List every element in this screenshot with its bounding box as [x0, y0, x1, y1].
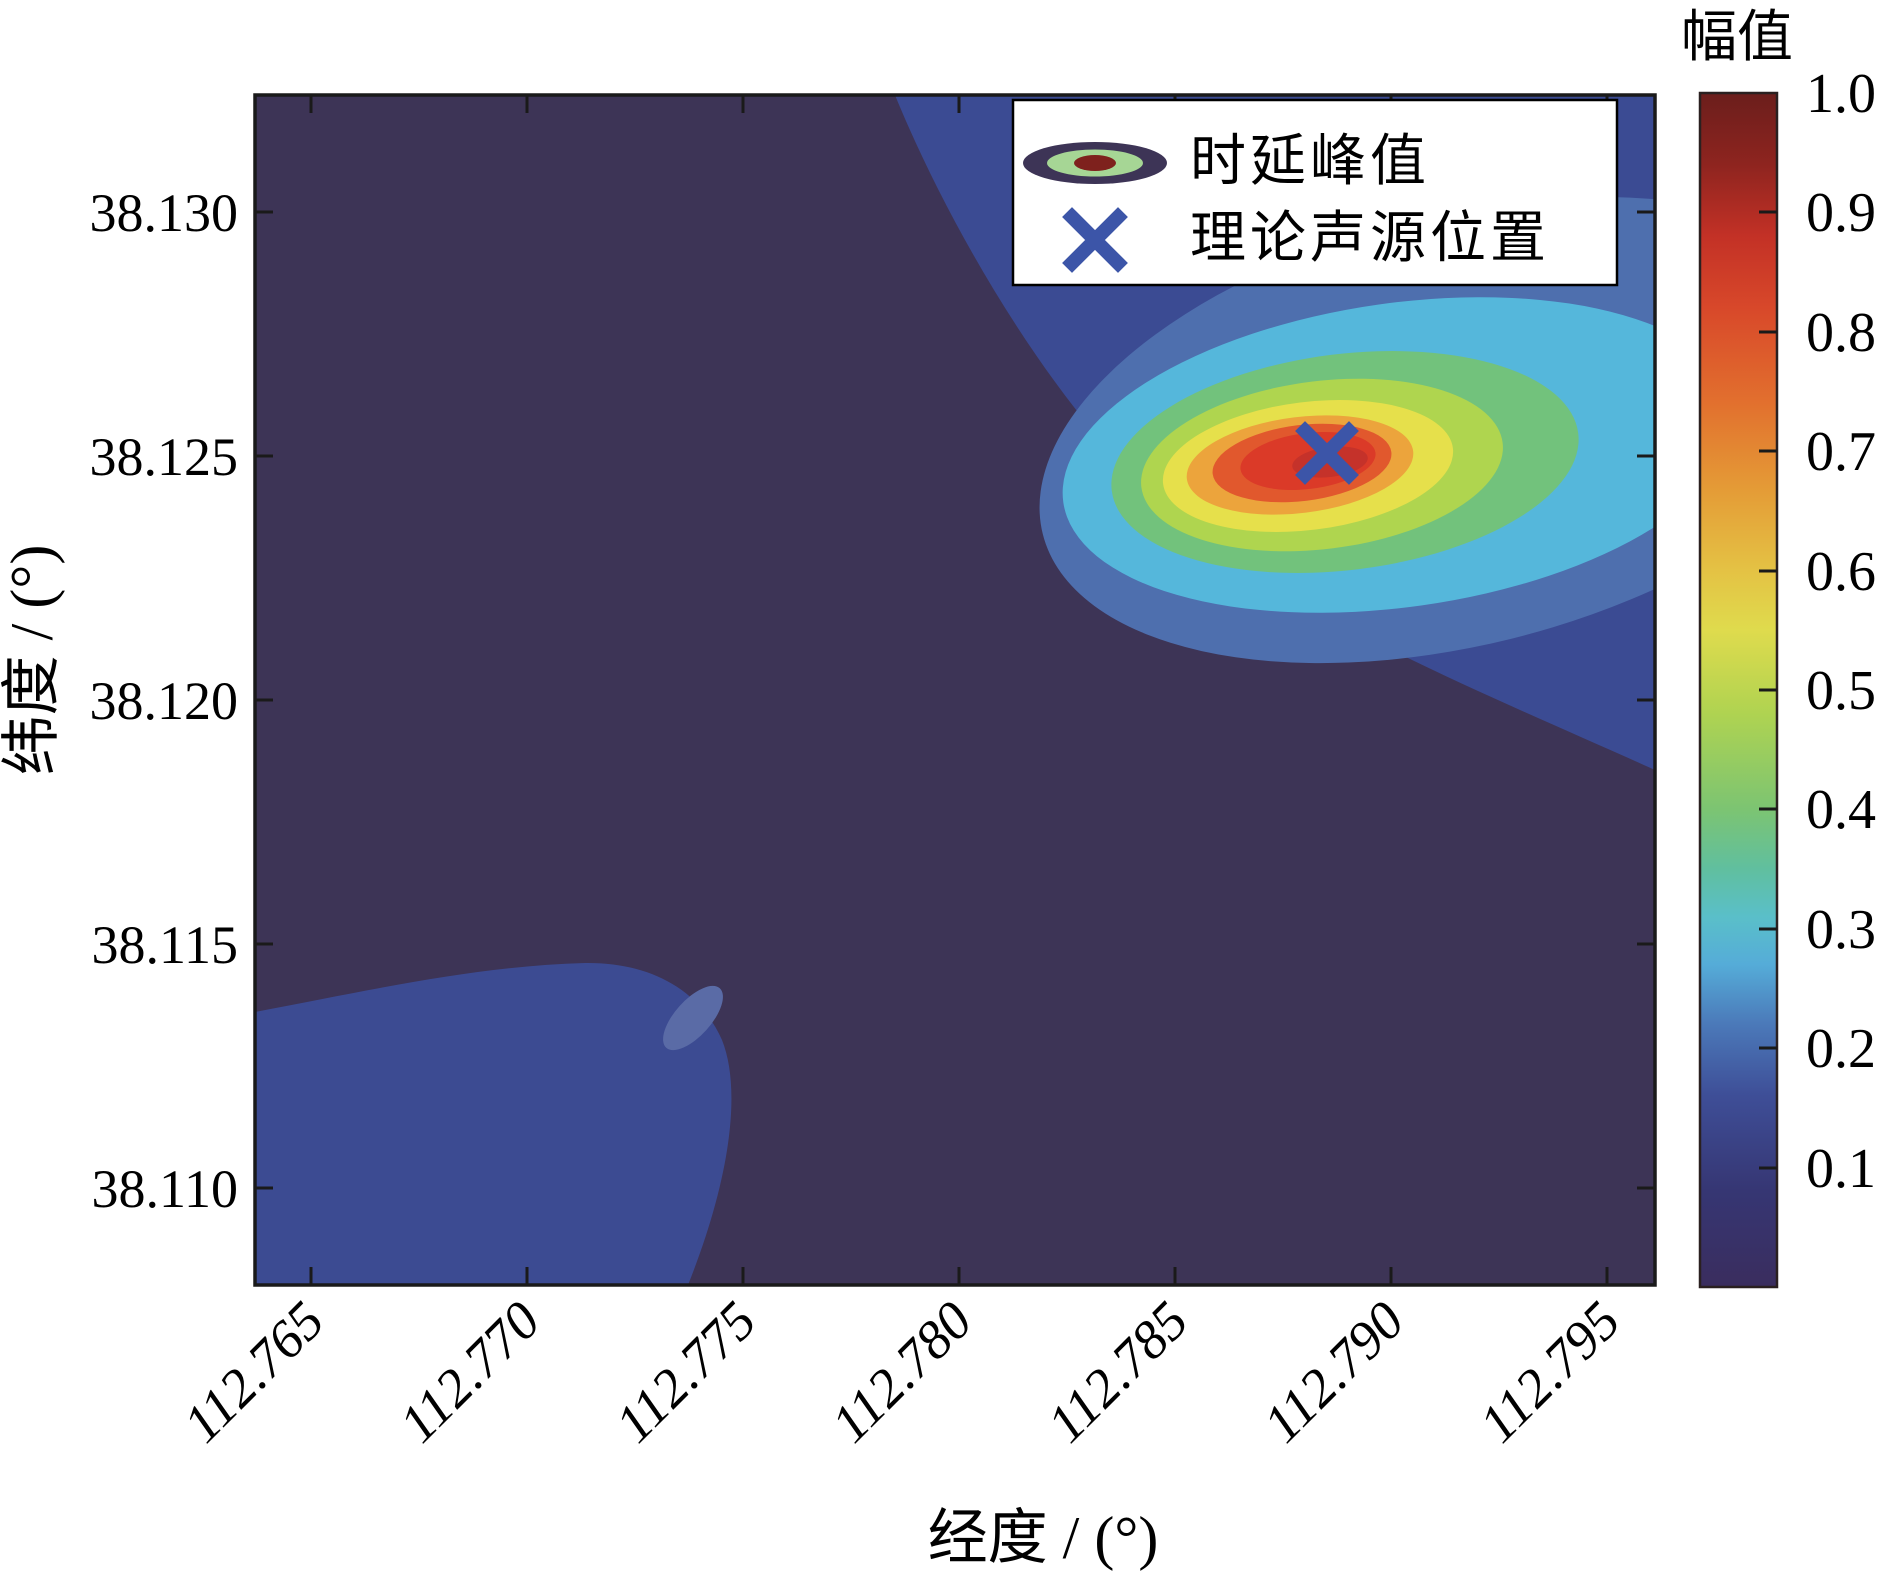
contour-secondary-lobe-core — [663, 985, 723, 1051]
colorbar-tick-label: 0.8 — [1806, 302, 1876, 364]
legend-label-source: 理论声源位置 — [1190, 208, 1550, 270]
x-tick-label: 112.765 — [172, 1290, 336, 1454]
colorbar-tick-label: 0.9 — [1806, 182, 1876, 244]
y-tick-label: 38.110 — [92, 1159, 239, 1219]
x-tick-label: 112.775 — [604, 1290, 768, 1454]
legend-box: 时延峰值 理论声源位置 — [1011, 98, 1619, 287]
colorbar-tick-label: 0.7 — [1806, 421, 1876, 483]
colorbar-ticks — [1759, 210, 1777, 1170]
y-tick-label: 38.120 — [90, 671, 239, 731]
legend-label-peak: 时延峰值 — [1190, 131, 1430, 193]
axis-ticks — [255, 95, 1655, 1285]
y-tick-label: 38.130 — [90, 183, 239, 243]
x-tick-label: 112.780 — [820, 1290, 984, 1454]
legend-item-peak: 时延峰值 — [1023, 131, 1430, 193]
contour-secondary-lobe — [255, 962, 732, 1285]
colorbar-tick-label: 0.2 — [1806, 1018, 1876, 1080]
x-axis-title: 经度 / (°) — [928, 1505, 1159, 1571]
x-tick-label: 112.770 — [388, 1290, 552, 1454]
x-axis-tick-labels: 112.765 112.770 112.775 112.780 112.785 … — [172, 1290, 1632, 1454]
plot-border — [253, 93, 1657, 1287]
colorbar-title: 幅值 — [1681, 7, 1793, 69]
y-tick-label: 38.115 — [92, 915, 239, 975]
legend-item-source: 理论声源位置 — [1062, 207, 1550, 273]
y-tick-label: 38.125 — [90, 427, 239, 487]
x-tick-label: 112.795 — [1468, 1290, 1632, 1454]
contour-ellipse-icon-core — [1074, 155, 1116, 171]
y-axis-title: 纬度 / (°) — [0, 545, 65, 776]
colorbar-tick-labels: 1.0 0.9 0.8 0.7 0.6 0.5 0.4 0.3 0.2 0.1 — [1806, 63, 1876, 1200]
x-tick-label: 112.790 — [1252, 1290, 1416, 1454]
colorbar-tick-label: 0.1 — [1806, 1138, 1876, 1200]
colorbar-tick-label: 0.5 — [1806, 660, 1876, 722]
colorbar: 幅值 1.0 0.9 0.8 0.7 0.6 0.5 0.4 0.3 0.2 0… — [1681, 7, 1876, 1289]
colorbar-tick-label: 0.3 — [1806, 899, 1876, 961]
x-tick-label: 112.785 — [1036, 1290, 1200, 1454]
colorbar-tick-label: 0.4 — [1806, 779, 1876, 841]
y-axis-tick-labels: 38.130 38.125 38.120 38.115 38.110 — [90, 183, 239, 1219]
colorbar-tick-label: 1.0 — [1806, 63, 1876, 125]
colorbar-tick-label: 0.6 — [1806, 541, 1876, 603]
x-cross-icon — [1062, 207, 1128, 273]
theoretical-source-x-marker — [1295, 421, 1359, 485]
